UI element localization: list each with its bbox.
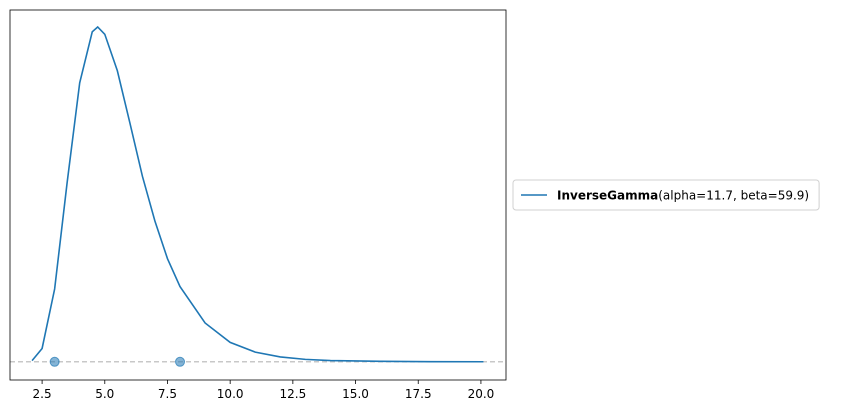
line-series — [31, 25, 484, 363]
x-tick-label: 20.0 — [468, 387, 495, 401]
legend-label: InverseGamma(alpha=11.7, beta=59.9) — [557, 189, 809, 203]
x-tick-label: 15.0 — [342, 387, 369, 401]
plot-frame — [9, 9, 507, 381]
data-point — [175, 356, 186, 367]
x-tick-label: 17.5 — [405, 387, 432, 401]
x-tick-label: 7.5 — [158, 387, 177, 401]
x-tick-label: 10.0 — [217, 387, 244, 401]
legend-params: (alpha=11.7, beta=59.9) — [658, 189, 809, 203]
data-point — [49, 356, 60, 367]
x-tick-label: 2.5 — [33, 387, 52, 401]
legend-box — [512, 179, 820, 211]
x-tick-label: 5.0 — [95, 387, 114, 401]
x-tick-label: 12.5 — [279, 387, 306, 401]
legend-name: InverseGamma — [557, 189, 658, 203]
